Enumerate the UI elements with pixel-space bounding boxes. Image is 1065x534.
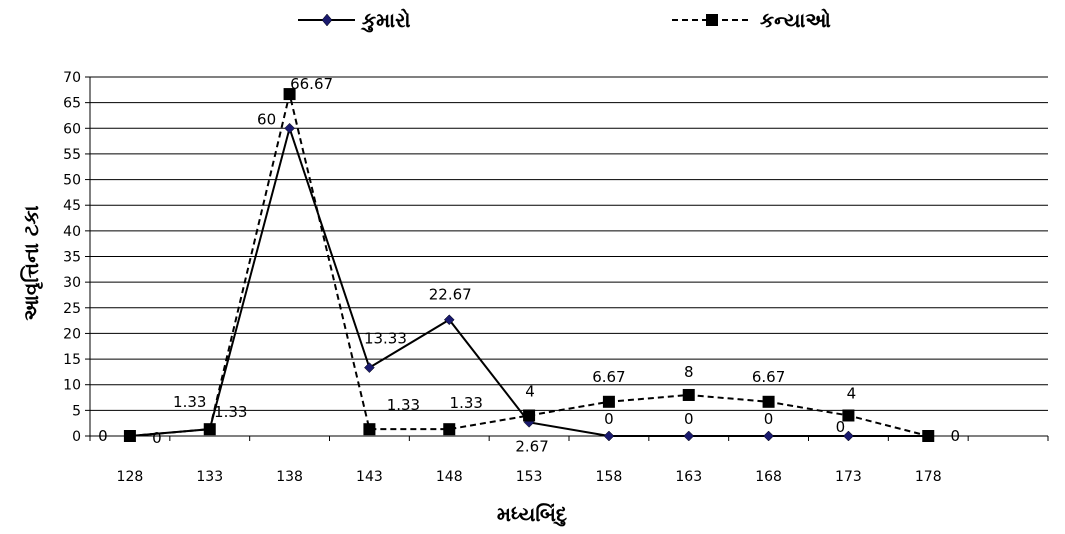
y-tick-label: 60 — [63, 121, 81, 137]
x-tick-label: 143 — [356, 469, 383, 485]
data-label-1: 6.67 — [592, 368, 625, 386]
y-axis-title: આવૃત્તિના ટકા — [19, 205, 44, 320]
data-point-1 — [283, 88, 296, 101]
data-point-1 — [842, 409, 855, 422]
data-labels: 0 1.33 60 13.33 22.67 2.67 0 0 0 0 0 1.33 66.67 1.33 1… — [98, 75, 960, 455]
y-axis-ticks: 0 5 10 15 20 25 30 35 40 45 50 55 60 65 70 — [63, 70, 90, 445]
x-axis-title: મધ્યબિંદુ — [497, 502, 567, 526]
data-label-0: 0 — [604, 410, 614, 428]
data-point-1 — [203, 423, 216, 436]
y-tick-label: 55 — [63, 147, 81, 163]
data-point-0 — [683, 430, 695, 442]
data-point-0 — [843, 430, 854, 442]
x-tick-label: 158 — [596, 469, 623, 485]
x-tick-label: 138 — [276, 469, 303, 485]
legend-label-girls: કન્યાઓ — [760, 8, 831, 32]
legend: કુમારો કન્યાઓ — [298, 8, 831, 32]
y-tick-label: 10 — [63, 378, 81, 394]
y-tick-label: 30 — [63, 275, 81, 291]
data-label-1: 1.33 — [450, 394, 483, 412]
x-axis-ticks: 128 133 138 143 148 153 158 163 168 173 178 — [89, 436, 1049, 485]
series-layer — [123, 88, 935, 442]
x-tick-label: 178 — [915, 469, 942, 485]
x-tick-label: 133 — [196, 469, 223, 485]
y-tick-label: 5 — [72, 403, 81, 419]
data-point-0 — [364, 362, 375, 373]
data-label-0: 1.33 — [173, 393, 206, 411]
data-point-1 — [762, 395, 775, 408]
data-point-1 — [922, 430, 935, 442]
x-tick-label: 168 — [755, 469, 782, 485]
y-tick-label: 45 — [63, 198, 81, 214]
x-tick-label: 128 — [117, 469, 144, 485]
data-label-0: 2.67 — [515, 437, 548, 455]
data-label-1: 1.33 — [214, 403, 247, 421]
data-label-1: 4 — [525, 382, 535, 400]
y-tick-label: 35 — [63, 250, 81, 266]
data-label-1: 8 — [684, 363, 694, 381]
data-label-1: 4 — [847, 384, 857, 402]
y-tick-label: 70 — [63, 70, 81, 86]
data-label-0: 13.33 — [364, 330, 407, 348]
data-label-0: 0 — [764, 410, 774, 428]
data-label-1: 1.33 — [387, 396, 420, 414]
y-tick-label: 0 — [72, 429, 81, 445]
data-label-0: 0 — [836, 418, 846, 436]
x-tick-label: 173 — [835, 469, 862, 485]
legend-item-boys: કુમારો — [298, 8, 410, 32]
y-tick-label: 65 — [63, 96, 81, 112]
data-point-1 — [523, 409, 536, 422]
x-tick-label: 163 — [675, 469, 702, 485]
legend-item-girls: કન્યાઓ — [672, 8, 831, 32]
data-label-1: 0 — [950, 427, 960, 445]
y-tick-label: 20 — [63, 326, 81, 342]
data-label-0: 0 — [684, 410, 694, 428]
data-label-0: 0 — [152, 429, 162, 447]
y-tick-label: 25 — [63, 301, 81, 317]
data-point-0 — [284, 122, 295, 134]
data-point-0 — [443, 314, 455, 326]
data-point-0 — [763, 430, 774, 442]
data-label-0: 22.67 — [429, 286, 472, 304]
x-tick-label: 148 — [436, 469, 463, 485]
data-label-1: 0 — [98, 427, 108, 445]
legend-label-boys: કુમારો — [360, 8, 410, 32]
data-point-1 — [123, 430, 136, 442]
data-point-1 — [682, 388, 695, 401]
data-label-0: 60 — [257, 110, 276, 128]
data-point-1 — [443, 423, 456, 436]
data-point-1 — [363, 423, 376, 436]
data-label-1: 6.67 — [752, 368, 785, 386]
y-tick-label: 50 — [63, 173, 81, 189]
data-point-0 — [603, 430, 615, 442]
data-label-1: 66.67 — [290, 75, 333, 93]
gridlines — [90, 76, 1048, 411]
data-point-1 — [602, 395, 615, 408]
y-tick-label: 40 — [63, 224, 81, 240]
x-tick-label: 153 — [516, 469, 543, 485]
y-tick-label: 15 — [63, 352, 81, 368]
